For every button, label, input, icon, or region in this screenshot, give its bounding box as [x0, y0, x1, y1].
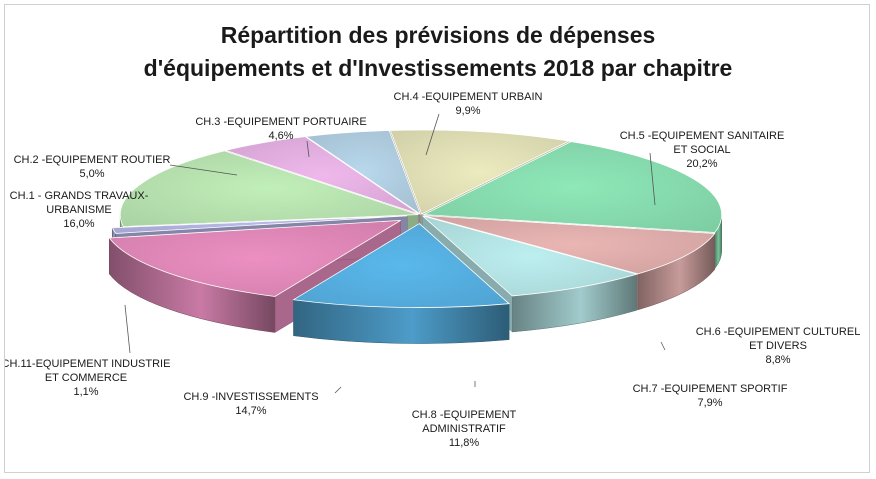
slice-value-label-3: 7,9% — [697, 397, 722, 409]
pie-chart: CH.4 -EQUIPEMENT URBAIN 9,9% CH.5 -EQUIPEM… — [5, 91, 860, 449]
slice-category-label-2-1: ET DIVERS — [749, 340, 807, 352]
slice-category-label-3-0: CH.7 -EQUIPEMENT SPORTIF — [633, 383, 788, 395]
slice-category-label-6-1: ET COMMERCE — [45, 372, 127, 384]
pie-slice-4 — [292, 223, 510, 308]
leader-line-2 — [660, 341, 666, 351]
slice-value-label-2: 8,8% — [765, 354, 790, 366]
slice-value-label-1: 20,2% — [686, 158, 717, 170]
slice-labels: CH.4 -EQUIPEMENT URBAIN 9,9% CH.5 -EQUIPEM… — [5, 91, 860, 449]
slice-category-label-1-0: CH.5 -EQUIPEMENT SANITAIRE — [620, 130, 785, 142]
leader-line-9 — [306, 140, 310, 158]
slice-category-label-4-1: ADMINISTRATIF — [422, 423, 506, 435]
slice-category-label-4-0: CH.8 -EQUIPEMENT — [412, 409, 517, 421]
slice-category-label-5-0: CH.9 -INVESTISSEMENTS — [183, 391, 318, 403]
slice-value-label-0: 9,9% — [455, 105, 480, 117]
pie-slice-9 — [304, 130, 422, 216]
slice-value-label-7: 16,0% — [63, 218, 94, 230]
leader-lines — [124, 113, 666, 394]
slice-value-label-8: 5,0% — [79, 168, 104, 180]
slice-category-label-7-0: CH.1 - GRANDS TRAVAUX- — [10, 190, 149, 202]
pie-slice-1 — [422, 141, 723, 233]
slice-category-label-1-1: ET SOCIAL — [673, 144, 730, 156]
chart-title: Répartition des prévisions de dépenses d… — [5, 19, 871, 85]
leader-line-5 — [334, 386, 342, 394]
slice-value-label-9: 4,6% — [268, 130, 293, 142]
pie-slice-3 — [422, 215, 639, 297]
chart-title-line-1: Répartition des prévisions de dépenses — [220, 22, 656, 48]
leader-line-6 — [124, 304, 131, 354]
pie-slices — [108, 129, 723, 308]
slice-category-label-7-1: URBANISME — [46, 204, 111, 216]
leader-line-1 — [649, 152, 656, 206]
pie-slice-0 — [389, 129, 571, 215]
chart-frame: Répartition des prévisions de dépenses d… — [4, 4, 870, 473]
slice-category-label-6-0: CH.11-EQUIPEMENT INDUSTRIE — [5, 358, 170, 370]
slice-category-label-9-0: CH.3 -EQUIPEMENT PORTUAIRE — [195, 116, 366, 128]
slice-category-label-2-0: CH.6 -EQUIPEMENT CULTUREL — [696, 326, 861, 338]
pie-slice-6 — [111, 215, 408, 234]
slice-value-label-4: 11,8% — [449, 437, 480, 449]
pie-slice-5 — [108, 219, 401, 297]
slice-category-label-8-0: CH.2 -EQUIPEMENT ROUTIER — [14, 154, 171, 166]
pie-slice-7 — [119, 150, 419, 227]
slice-category-label-0-0: CH.4 -EQUIPEMENT URBAIN — [394, 91, 543, 103]
leader-line-8 — [169, 164, 238, 176]
slice-value-label-5: 14,7% — [235, 405, 266, 417]
slice-value-label-6: 1,1% — [73, 386, 98, 398]
pie-slice-8 — [224, 136, 420, 215]
chart-title-line-2: d'équipements et d'Investissements 2018 … — [143, 55, 733, 81]
pie-slice-2 — [423, 215, 716, 275]
leader-line-0 — [425, 113, 440, 156]
